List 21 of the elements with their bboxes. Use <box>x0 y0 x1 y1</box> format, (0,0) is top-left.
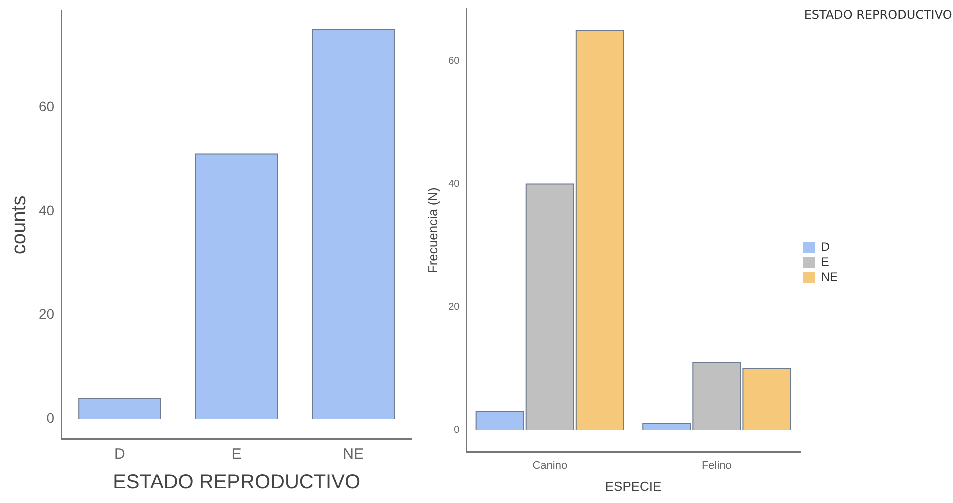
y-axis-title: counts <box>8 196 31 255</box>
y-tick-label: 60 <box>448 56 460 67</box>
y-tick-label: 0 <box>46 410 55 426</box>
y-tick-label: 20 <box>448 302 460 313</box>
y-tick-label: 40 <box>38 202 55 218</box>
legend-title: ESTADO REPRODUCTIVO <box>804 8 952 22</box>
legend-label: NE <box>821 270 838 284</box>
legend-label: E <box>821 255 830 270</box>
y-tick-label: 60 <box>38 98 55 114</box>
y-tick-label: 0 <box>454 424 460 436</box>
legend-label: D <box>821 240 830 254</box>
x-tick-label: Canino <box>532 460 568 472</box>
y-tick-label: 20 <box>38 306 55 322</box>
y-axis-title: Frecuencia (N) <box>425 188 440 274</box>
x-axis-title: ESTADO REPRODUCTIVO <box>113 472 361 494</box>
x-tick-label: NE <box>343 446 364 464</box>
x-tick-label: Felino <box>702 460 732 472</box>
x-axis-title: ESPECIE <box>605 478 662 494</box>
y-tick-label: 40 <box>448 178 460 190</box>
x-tick-label: E <box>232 446 242 464</box>
x-tick-label: D <box>114 446 126 464</box>
